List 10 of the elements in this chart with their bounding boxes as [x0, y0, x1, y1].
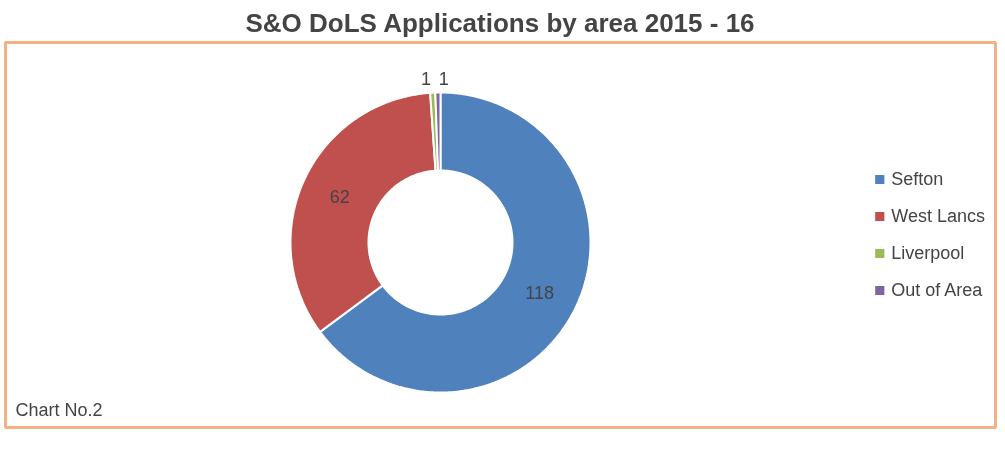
legend-label: West Lancs [891, 205, 985, 227]
data-label: 62 [329, 186, 350, 207]
data-label: 1 [421, 69, 432, 90]
data-label: 118 [525, 282, 555, 303]
legend-label: Sefton [891, 168, 944, 190]
legend-label: Out of Area [891, 279, 983, 301]
text: Chart No.2 [15, 399, 103, 420]
data-label: 1 [438, 69, 449, 90]
chart-title: S&O DoLS Applications by area 2015 - 16 [245, 7, 755, 38]
legend-label: Liverpool [891, 242, 965, 264]
